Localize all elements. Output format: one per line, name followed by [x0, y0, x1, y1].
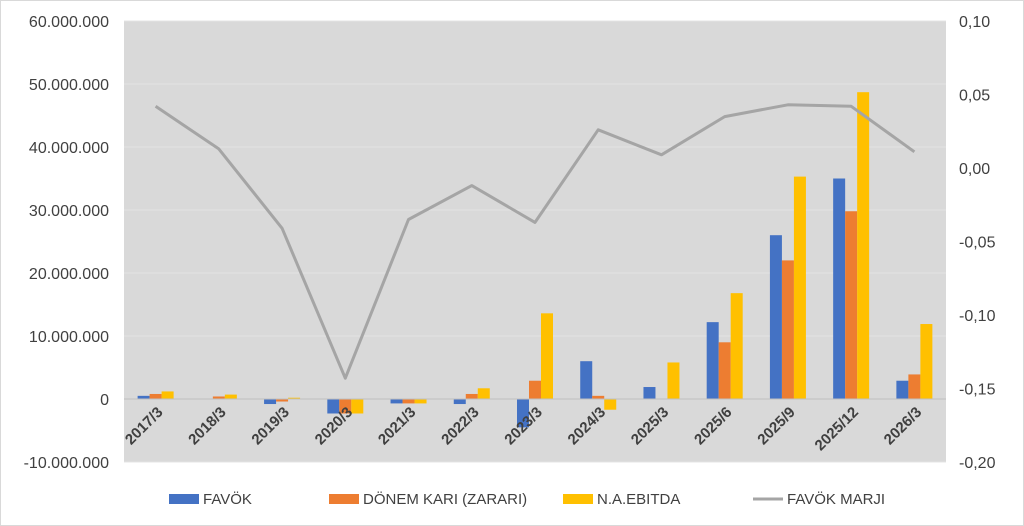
line-series	[154, 103, 916, 380]
bar	[781, 260, 794, 399]
y-right-tick-label: -0,15	[959, 382, 996, 399]
bar	[402, 399, 415, 404]
bar	[920, 324, 933, 399]
bar	[224, 394, 237, 399]
bar	[604, 399, 617, 410]
bar	[592, 395, 605, 399]
bar	[580, 361, 593, 399]
bar	[541, 313, 553, 399]
legend-label: FAVÖK MARJI	[787, 490, 885, 508]
bar	[149, 393, 162, 399]
y-left-tick-label: 0	[100, 392, 109, 409]
bar	[517, 399, 529, 428]
y-right-tick-label: 0,10	[959, 14, 990, 31]
bar	[288, 397, 301, 399]
y-left-tick-label: 40.000.000	[29, 140, 109, 157]
bar	[161, 391, 174, 399]
y-left-tick-label: 60.000.000	[29, 14, 109, 31]
y-right-tick-label: -0,10	[959, 308, 996, 325]
bar	[327, 399, 340, 414]
legend: FAVÖK DÖNEM KARI (ZARARI) N.A.EBITDA FAVÖK …	[169, 490, 885, 508]
bar	[276, 399, 289, 402]
bar	[453, 399, 466, 405]
bar	[212, 396, 225, 399]
bar	[857, 92, 870, 399]
bar	[769, 235, 782, 399]
bar	[264, 399, 277, 405]
legend-label: DÖNEM KARI (ZARARI)	[363, 490, 527, 508]
y-right-tick-label: 0,05	[959, 88, 990, 105]
legend-swatch	[563, 494, 593, 504]
bar	[718, 342, 731, 399]
bar	[339, 399, 352, 414]
bar	[667, 362, 680, 399]
bar	[896, 380, 909, 399]
y-right-tick-label: -0,20	[959, 455, 996, 472]
bar	[833, 178, 846, 399]
y-left-tick-label: 10.000.000	[29, 329, 109, 346]
legend-label: FAVÖK	[203, 490, 252, 508]
y-left-tick-label: 20.000.000	[29, 266, 109, 283]
bar	[793, 176, 806, 399]
bar	[414, 399, 427, 404]
line-series-path	[154, 103, 916, 380]
legend-label: N.A.EBITDA	[597, 491, 680, 508]
bar	[908, 374, 921, 399]
y-left-tick-label: 50.000.000	[29, 77, 109, 94]
bar	[706, 322, 719, 399]
bar	[137, 395, 150, 399]
y-right-tick-label: 0,00	[959, 161, 990, 178]
bar	[643, 387, 656, 399]
bar	[730, 293, 743, 399]
bar	[465, 393, 478, 399]
y-axis-left: -10.000.000 0 10.000.000 20.000.000 30.000.0…	[24, 14, 110, 472]
bar	[529, 380, 541, 399]
y-axis-right: -0,20 -0,15 -0,10 -0,05 0,00 0,05 0,10	[959, 14, 996, 472]
y-left-tick-label: -10.000.000	[24, 455, 110, 472]
bar-series	[137, 92, 933, 428]
bar	[477, 388, 490, 399]
legend-swatch	[169, 494, 199, 504]
legend-swatch	[329, 494, 359, 504]
bar	[351, 399, 364, 414]
y-right-tick-label: -0,05	[959, 235, 996, 252]
bar	[845, 211, 858, 399]
bar	[390, 399, 403, 404]
y-left-tick-label: 30.000.000	[29, 203, 109, 220]
